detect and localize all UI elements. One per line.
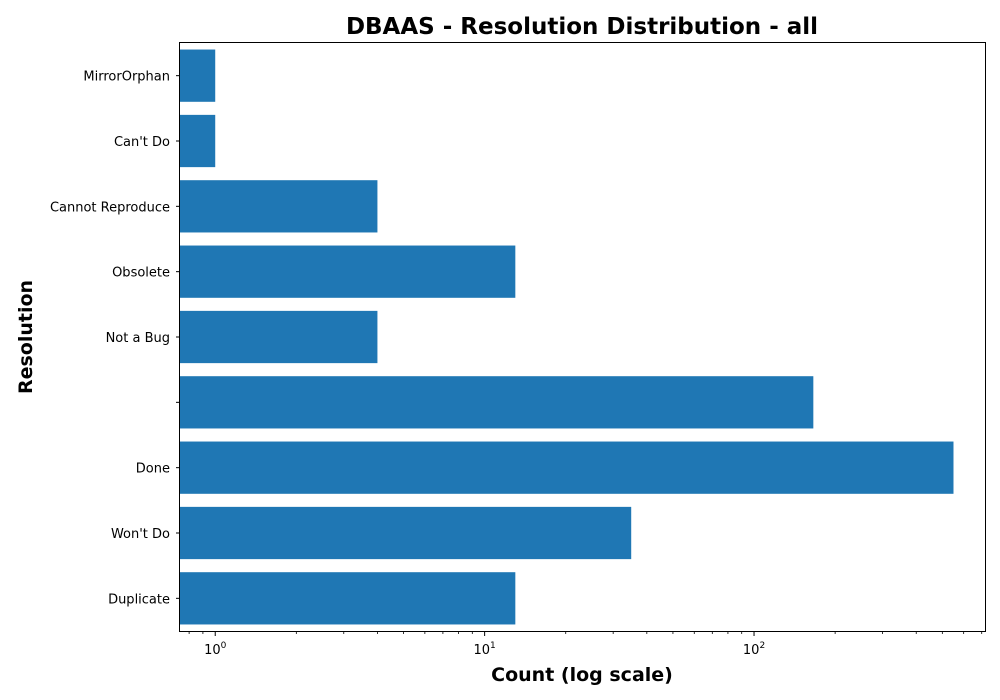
- bar-cannot-reproduce: [180, 180, 378, 233]
- y-tick-label: Can't Do: [114, 135, 170, 150]
- bar-won-t-do: [180, 506, 632, 560]
- bar-mirrororphan: [180, 49, 216, 102]
- bar-not-a-bug: [180, 310, 378, 364]
- plot-area-frame: [179, 42, 986, 632]
- y-tick-label: MirrorOrphan: [83, 70, 170, 85]
- y-tick-label: Duplicate: [108, 592, 170, 607]
- x-tick-label: 100: [204, 641, 227, 658]
- y-tick-label: Cannot Reproduce: [50, 200, 170, 215]
- y-tick-label: Done: [136, 462, 170, 477]
- x-axis-label: Count (log scale): [491, 664, 673, 686]
- y-tick-label: Won't Do: [111, 527, 170, 542]
- y-axis-ticks: MirrorOrphan Can't Do Cannot Reproduce Obso…: [50, 70, 180, 607]
- bar-done: [180, 441, 954, 494]
- x-axis-ticks: 100 101 102: [188, 631, 983, 658]
- x-tick-label: 101: [473, 641, 495, 658]
- bar-obsolete: [180, 245, 516, 298]
- chart-title: DBAAS - Resolution Distribution - all: [346, 14, 818, 40]
- x-tick-label: 102: [743, 641, 765, 658]
- bars-group: [180, 49, 954, 625]
- bar-can-t-do: [180, 114, 216, 168]
- bar-unlabeled: [180, 376, 814, 429]
- y-axis-label: Resolution: [15, 280, 37, 394]
- bar-duplicate: [180, 572, 516, 625]
- y-tick-label: Obsolete: [112, 266, 170, 281]
- y-tick-label: Not a Bug: [106, 331, 170, 346]
